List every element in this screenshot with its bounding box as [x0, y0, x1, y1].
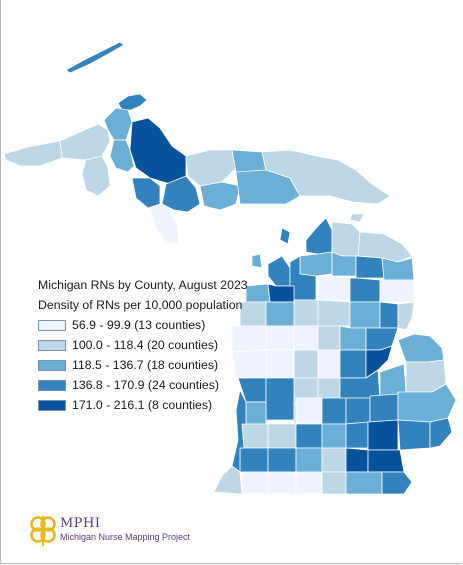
- county-keweenaw-isle: [65, 41, 125, 74]
- county-monroe: [381, 471, 413, 495]
- county-charlevoix: [299, 251, 333, 277]
- county-clare: [317, 325, 341, 351]
- legend-item: 171.0 - 216.1 (8 counties): [38, 395, 248, 415]
- county-ontonagon: [59, 123, 111, 161]
- county-lake: [265, 325, 295, 351]
- legend-item: 118.5 - 136.7 (18 counties): [38, 355, 248, 375]
- county-leelanau: [267, 255, 291, 287]
- county-missaukee: [317, 299, 351, 327]
- county-newaygo: [265, 349, 295, 379]
- county-roscommon: [349, 301, 381, 329]
- county-gladwin: [339, 325, 367, 351]
- county-kalamazoo: [267, 447, 297, 473]
- county-genesee: [345, 397, 371, 425]
- county-midland: [339, 349, 367, 379]
- county-ottawa: [245, 401, 267, 425]
- logo-subtitle: Michigan Nurse Mapping Project: [60, 532, 191, 542]
- county-schoolcraft: [199, 181, 241, 211]
- county-isabella: [317, 349, 341, 379]
- county-shiawassee: [321, 397, 347, 425]
- county-lenawee: [345, 471, 383, 495]
- legend-label: 56.9 - 99.9 (13 counties): [72, 318, 206, 332]
- county-ingham: [321, 423, 347, 449]
- county-dickinson: [131, 177, 161, 209]
- county-calhoun: [295, 447, 323, 473]
- county-wayne: [367, 449, 405, 473]
- legend: Michigan RNs by County, August 2023 Dens…: [38, 275, 248, 415]
- legend-swatch: [38, 319, 66, 331]
- county-allegan: [241, 423, 269, 449]
- county-barry: [267, 423, 297, 449]
- county-benzie: [245, 283, 271, 303]
- county-wexford: [265, 301, 295, 327]
- county-cass: [241, 471, 269, 495]
- island-beaver: [279, 227, 291, 245]
- county-jackson: [321, 447, 347, 473]
- legend-label: 171.0 - 216.1 (8 counties): [72, 398, 213, 412]
- county-montmorency: [355, 255, 385, 279]
- county-oakland: [367, 419, 399, 451]
- legend-swatch: [38, 339, 66, 351]
- county-alcona: [379, 279, 415, 303]
- legend-label: 100.0 - 118.4 (20 counties): [72, 338, 219, 352]
- county-marquette: [129, 117, 187, 185]
- county-st-clair-south: [429, 417, 453, 449]
- county-eaton: [295, 423, 323, 449]
- county-houghton: [103, 107, 133, 141]
- county-huron: [397, 333, 445, 363]
- legend-swatch: [38, 399, 66, 411]
- county-clinton-2: [295, 397, 323, 425]
- county-van-buren: [239, 447, 269, 473]
- county-kent: [265, 377, 295, 421]
- county-chippewa: [261, 149, 391, 205]
- county-kalkaska: [293, 299, 319, 327]
- legend-swatch: [38, 379, 66, 391]
- county-emmet: [305, 217, 333, 255]
- county-mecosta: [293, 349, 319, 379]
- county-gogebic: [3, 140, 63, 167]
- county-shore-west: [231, 389, 247, 473]
- legend-label: 118.5 - 136.7 (18 counties): [72, 358, 219, 372]
- county-livingston: [345, 421, 369, 449]
- county-baraga: [109, 139, 135, 173]
- legend-item: 56.9 - 99.9 (13 counties): [38, 315, 248, 335]
- island-manitou: [251, 253, 263, 269]
- county-osceola: [293, 325, 319, 351]
- county-keweenaw: [117, 93, 148, 111]
- legend-label: 136.8 - 170.9 (24 counties): [72, 378, 219, 392]
- county-oscoda: [349, 277, 381, 303]
- county-delta: [161, 175, 201, 213]
- island-bois-blanc: [349, 213, 365, 223]
- county-crawford: [317, 275, 351, 301]
- county-alger: [185, 149, 237, 187]
- county-grand-traverse: [267, 283, 295, 303]
- county-otsego: [331, 251, 357, 277]
- legend-swatch: [38, 359, 66, 371]
- legend-item: 100.0 - 118.4 (20 counties): [38, 335, 248, 355]
- legend-item: 136.8 - 170.9 (24 counties): [38, 375, 248, 395]
- county-macomb: [397, 419, 431, 451]
- county-iron: [81, 155, 111, 197]
- county-washtenaw: [345, 447, 369, 473]
- mphi-logo: MPHI Michigan Nurse Mapping Project: [28, 514, 190, 548]
- mphi-logo-icon: [30, 516, 56, 546]
- legend-title: Michigan RNs by County, August 2023: [38, 278, 248, 292]
- logo-name: MPHI: [60, 516, 101, 531]
- county-alpena: [381, 257, 415, 281]
- county-iosco: [397, 301, 415, 331]
- county-hillsdale: [321, 471, 347, 495]
- county-arenac: [365, 327, 399, 351]
- legend-subtitle: Density of RNs per 10,000 population: [38, 298, 243, 312]
- county-branch: [295, 471, 323, 495]
- county-cheboygan: [331, 221, 361, 257]
- county-st-joseph: [267, 471, 297, 495]
- county-lapeer: [369, 393, 399, 423]
- county-ogemaw: [379, 301, 399, 329]
